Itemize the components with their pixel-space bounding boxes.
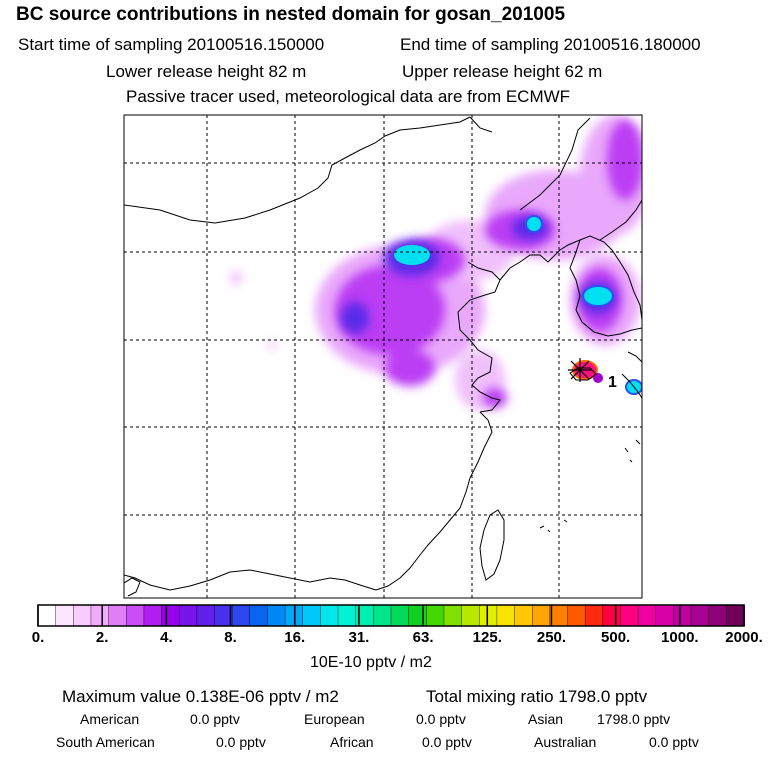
- region-value-asian: 1798.0 pptv: [597, 711, 671, 727]
- hotspot-korea: [582, 285, 614, 307]
- colorbar-cell: [602, 604, 622, 627]
- tracer-note: Passive tracer used, meteorological data…: [126, 87, 571, 106]
- colorbar-cell: [37, 604, 57, 627]
- colorbar-label: 2.: [95, 629, 109, 646]
- colorbar-label: 125.: [472, 629, 502, 646]
- lat-lon-grid: [124, 115, 642, 598]
- colorbar-label: 250.: [536, 629, 567, 646]
- colorbar-label: 4.: [160, 629, 173, 646]
- colorbar-cell: [337, 604, 357, 627]
- total-mixing-ratio: Total mixing ratio 1798.0 pptv: [426, 687, 648, 706]
- region-name-african: African: [330, 734, 374, 750]
- region-name-american: American: [80, 711, 140, 727]
- colorbar-cell: [479, 604, 498, 627]
- colorbar-cell: [673, 604, 692, 627]
- map-frame: [123, 114, 643, 599]
- concentration-field: [230, 115, 642, 410]
- colorbar-cell: [267, 604, 286, 627]
- maximum-value: Maximum value 0.138E-06 pptv / m2: [62, 687, 339, 706]
- colorbar-cell: [620, 604, 639, 627]
- region-value-australian: 0.0 pptv: [649, 734, 699, 750]
- colorbar-label: 16.: [284, 629, 306, 646]
- colorbar-cell: [249, 604, 269, 627]
- colorbar-cell: [108, 604, 127, 627]
- region-value-european: 0.0 pptv: [416, 711, 466, 727]
- sampling-start-time: Start time of sampling 20100516.150000: [18, 35, 325, 54]
- colorbar-cell: [426, 604, 445, 627]
- colorbar-cell: [443, 604, 463, 627]
- colorbar-cell: [196, 604, 216, 627]
- sampling-end-time: End time of sampling 20100516.180000: [400, 35, 701, 54]
- colorbar-label: 500.: [601, 629, 631, 646]
- colorbar-cell: [532, 604, 551, 627]
- colorbar-cell: [373, 604, 392, 627]
- colorbar-cell: [143, 604, 163, 627]
- region-value-south-american: 0.0 pptv: [216, 734, 266, 750]
- colorbar-cell: [637, 604, 657, 627]
- colorbar-cell: [690, 604, 710, 627]
- colorbar-cell: [390, 604, 410, 627]
- colorbar-cell: [408, 604, 427, 627]
- colorbar: [37, 604, 745, 627]
- colorbar-cell: [549, 604, 569, 627]
- hotspot-near-gosan: [593, 373, 603, 383]
- colorbar-cell: [126, 604, 145, 627]
- region-name-south-american: South American: [56, 734, 155, 750]
- release-point-marker: [568, 358, 592, 382]
- colorbar-label: 0.: [31, 629, 45, 646]
- colorbar-cell: [514, 604, 533, 627]
- colorbar-cell: [178, 604, 198, 627]
- coastlines: [124, 116, 642, 597]
- region-value-african: 0.0 pptv: [422, 734, 472, 750]
- colorbar-cell: [231, 604, 251, 627]
- colorbar-cell: [320, 604, 339, 627]
- colorbar-label: 31.: [348, 629, 370, 646]
- region-name-asian: Asian: [528, 711, 564, 727]
- region-name-australian: Australian: [534, 734, 597, 750]
- region-value-american: 0.0 pptv: [190, 711, 240, 727]
- colorbar-cell: [302, 604, 322, 627]
- upper-release-height: Upper release height 62 m: [402, 62, 603, 81]
- colorbar-cell: [726, 604, 745, 627]
- colorbar-cell: [55, 604, 75, 627]
- colorbar-cell: [496, 604, 516, 627]
- hotspot-north-china: [394, 245, 430, 265]
- lower-release-height: Lower release height 82 m: [106, 62, 307, 81]
- colorbar-cell: [584, 604, 604, 627]
- colorbar-cell: [73, 604, 92, 627]
- colorbar-cell: [655, 604, 675, 627]
- colorbar-cell: [161, 604, 180, 627]
- region-name-european: European: [304, 711, 365, 727]
- release-marker-label: 1: [608, 374, 617, 391]
- colorbar-label: 2000.: [725, 629, 763, 646]
- colorbar-cell: [567, 604, 586, 627]
- hotspot-manchuria: [525, 215, 543, 233]
- colorbar-label: 1000.: [661, 629, 699, 646]
- plot-title: BC source contributions in nested domain…: [16, 4, 566, 25]
- colorbar-cell: [90, 604, 110, 627]
- colorbar-cell: [461, 604, 480, 627]
- colorbar-cell: [708, 604, 728, 627]
- colorbar-label: 8.: [224, 629, 237, 646]
- colorbar-label: 63.: [412, 629, 434, 646]
- colorbar-ticks: [37, 605, 745, 626]
- colorbar-units: 10E-10 pptv / m2: [310, 654, 432, 671]
